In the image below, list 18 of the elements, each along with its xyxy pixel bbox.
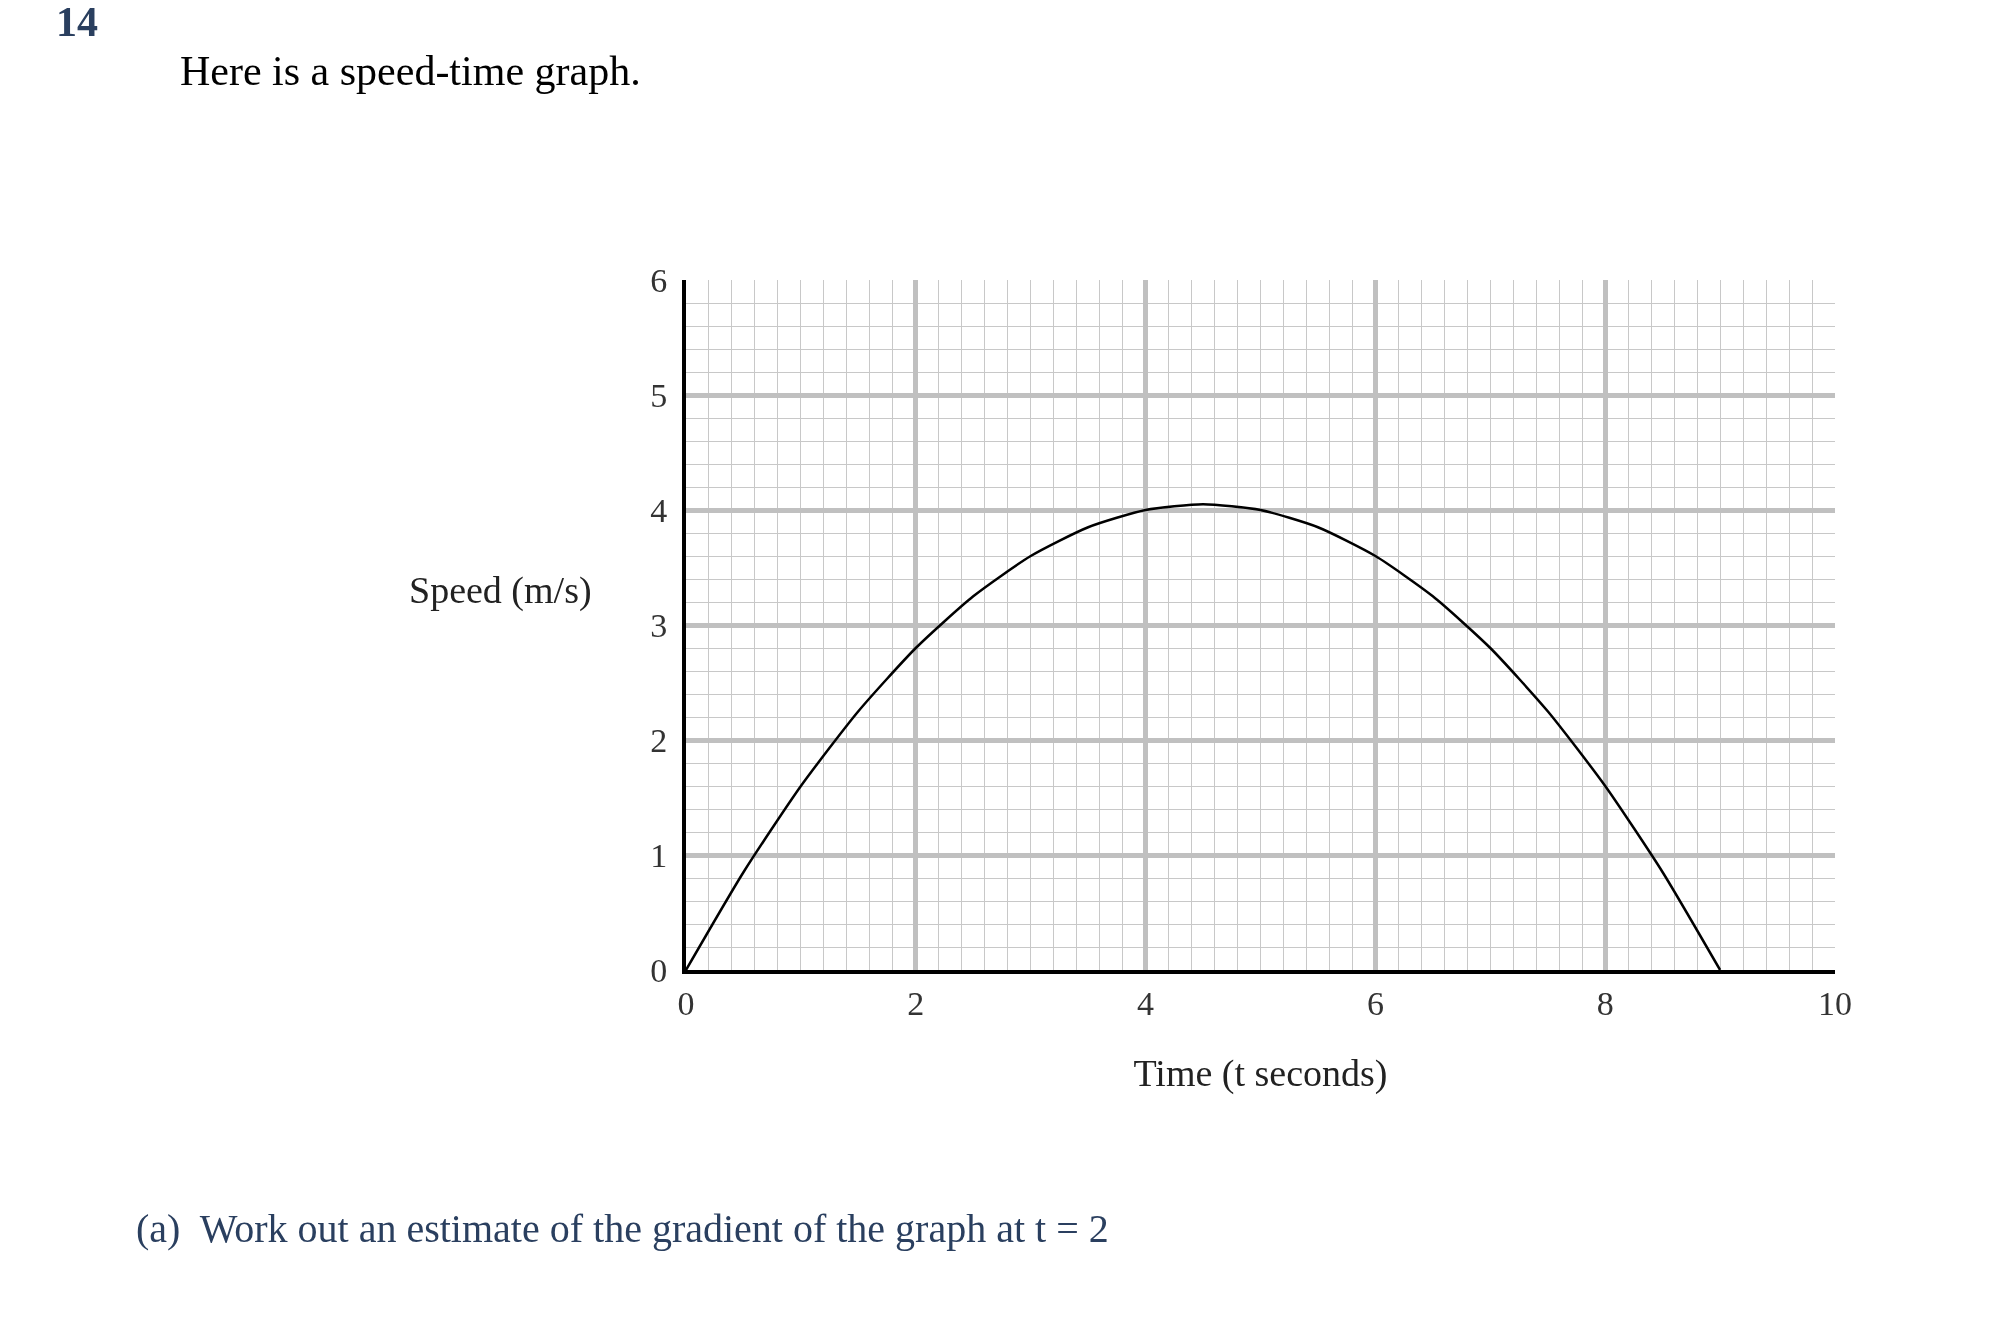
text: 14 (56, 0, 98, 45)
y-tick-label: 1 (650, 836, 668, 874)
x-tick-label: 10 (1818, 984, 1852, 1022)
y-tick-label: 6 (650, 261, 668, 299)
y-tick-label: 5 (650, 376, 668, 414)
y-tick-label: 3 (650, 606, 668, 644)
x-axis-title: Time (t seconds) (1133, 1052, 1388, 1096)
x-tick-label: 8 (1596, 984, 1614, 1022)
text: (a) Work out an estimate of the gradient of the graph at t = 2 (136, 1206, 1109, 1251)
y-tick-label: 4 (650, 491, 668, 529)
y-tick-label: 2 (650, 721, 668, 759)
x-tick-label: 0 (677, 984, 695, 1022)
x-tick-label: 2 (907, 984, 925, 1022)
y-axis-title: Speed (m/s) (409, 569, 592, 612)
chart-title: Here is a speed-time graph. (180, 47, 641, 94)
y-tick-label: 0 (650, 951, 668, 989)
x-tick-label: 4 (1137, 984, 1155, 1022)
x-tick-label: 6 (1366, 984, 1384, 1022)
